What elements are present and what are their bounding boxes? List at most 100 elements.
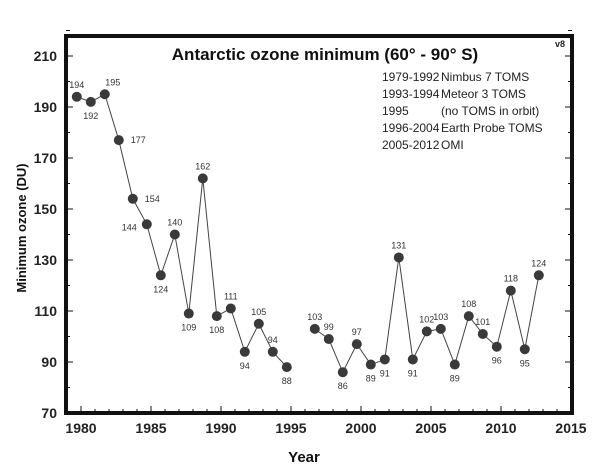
plot-frame bbox=[64, 34, 574, 415]
data-point bbox=[127, 193, 138, 204]
data-label: 88 bbox=[282, 376, 292, 386]
data-label: 154 bbox=[145, 194, 160, 204]
y-axis-label: Minimum ozone (DU) bbox=[14, 163, 29, 292]
data-label: 105 bbox=[251, 307, 266, 317]
legend-instrument: Earth Probe TOMS bbox=[441, 121, 543, 135]
x-tick-label: 1995 bbox=[275, 420, 306, 436]
data-label: 195 bbox=[105, 77, 120, 87]
data-label: 103 bbox=[433, 312, 448, 322]
data-point bbox=[141, 219, 152, 230]
data-point bbox=[491, 341, 502, 352]
data-point bbox=[407, 354, 418, 365]
data-point bbox=[463, 311, 474, 322]
data-point bbox=[253, 318, 264, 329]
data-point bbox=[155, 270, 166, 281]
data-point bbox=[365, 359, 376, 370]
data-point bbox=[477, 328, 488, 339]
data-point bbox=[393, 252, 404, 263]
data-label: 111 bbox=[224, 291, 238, 301]
x-tick-label: 2010 bbox=[485, 420, 516, 436]
data-label: 95 bbox=[520, 358, 530, 368]
data-label: 96 bbox=[492, 356, 502, 366]
data-point bbox=[183, 308, 194, 319]
y-tick-label: 190 bbox=[34, 99, 58, 115]
data-label: 144 bbox=[122, 222, 137, 232]
data-label: 108 bbox=[461, 299, 476, 309]
version-tag: v8 bbox=[555, 39, 565, 49]
y-tick-label: 150 bbox=[34, 201, 58, 217]
data-label: 102 bbox=[419, 314, 434, 324]
data-points bbox=[71, 89, 544, 378]
y-tick-label: 110 bbox=[34, 303, 57, 319]
legend-years: 1996-2004 bbox=[382, 121, 440, 135]
data-point bbox=[281, 362, 292, 373]
data-point bbox=[85, 96, 96, 107]
data-label: 94 bbox=[268, 335, 278, 345]
y-tick-label: 70 bbox=[41, 405, 57, 421]
y-tick-labels: 70 90 110 130 150 170 190 210 bbox=[34, 48, 58, 421]
legend-years: 2005-2012 bbox=[382, 138, 440, 152]
data-label: 140 bbox=[167, 218, 182, 228]
data-label: 89 bbox=[450, 374, 460, 384]
data-label: 162 bbox=[195, 161, 210, 171]
data-point bbox=[113, 135, 124, 146]
legend-instrument: (no TOMS in orbit) bbox=[441, 104, 539, 118]
y-tick-label: 130 bbox=[34, 252, 58, 268]
data-label: 89 bbox=[366, 374, 376, 384]
x-tick-label: 1990 bbox=[205, 420, 236, 436]
data-point bbox=[323, 334, 334, 345]
series-lines bbox=[76, 93, 540, 374]
data-point bbox=[239, 346, 250, 357]
data-label: 131 bbox=[391, 240, 406, 250]
data-point bbox=[351, 339, 362, 350]
x-tick-label: 1985 bbox=[135, 420, 166, 436]
data-label: 109 bbox=[181, 323, 196, 333]
x-tick-label: 2005 bbox=[415, 420, 446, 436]
data-label: 177 bbox=[131, 135, 146, 145]
data-point bbox=[337, 367, 348, 378]
data-point bbox=[99, 89, 110, 100]
series-line bbox=[76, 93, 288, 368]
data-label: 94 bbox=[240, 361, 250, 371]
data-point bbox=[519, 344, 530, 355]
data-label: 97 bbox=[352, 327, 362, 337]
data-label: 91 bbox=[408, 368, 418, 378]
data-label: 103 bbox=[307, 312, 322, 322]
data-label: 194 bbox=[69, 80, 84, 90]
data-label: 118 bbox=[504, 274, 518, 284]
legend-instrument: Nimbus 7 TOMS bbox=[441, 70, 529, 84]
data-label: 101 bbox=[475, 317, 490, 327]
data-labels: 194 192 195 177 154 144 124 140 109 162 108 111 94 10… bbox=[69, 77, 546, 391]
data-label: 124 bbox=[153, 284, 168, 294]
data-point bbox=[211, 311, 222, 322]
legend-instrument: Meteor 3 TOMS bbox=[441, 87, 526, 101]
data-point bbox=[267, 346, 278, 357]
data-label: 124 bbox=[531, 258, 546, 268]
data-point bbox=[169, 229, 180, 240]
data-label: 99 bbox=[324, 322, 334, 332]
data-point bbox=[309, 323, 320, 334]
x-axis-label: Year bbox=[288, 449, 320, 466]
x-tick-labels: 1980 1985 1990 1995 2000 2005 2010 2015 bbox=[65, 420, 586, 436]
data-label: 192 bbox=[83, 111, 98, 121]
data-point bbox=[449, 359, 460, 370]
data-point bbox=[225, 303, 236, 314]
data-point bbox=[435, 323, 446, 334]
data-point bbox=[533, 270, 544, 281]
x-tick-label: 2015 bbox=[555, 420, 586, 436]
data-point bbox=[197, 173, 208, 184]
data-label: 91 bbox=[380, 368, 390, 378]
legend-instrument: OMI bbox=[441, 138, 464, 152]
data-label: 108 bbox=[209, 325, 224, 335]
chart-title: Antarctic ozone minimum (60° - 90° S) bbox=[172, 45, 478, 64]
legend-years: 1995 bbox=[382, 104, 409, 118]
data-point bbox=[505, 285, 516, 296]
data-point bbox=[379, 354, 390, 365]
x-tick-label: 2000 bbox=[345, 420, 376, 436]
legend-years: 1993-1994 bbox=[382, 87, 440, 101]
y-tick-label: 170 bbox=[34, 150, 58, 166]
data-point bbox=[421, 326, 432, 337]
y-tick-label: 90 bbox=[41, 354, 57, 370]
legend-years: 1979-1992 bbox=[382, 70, 440, 84]
